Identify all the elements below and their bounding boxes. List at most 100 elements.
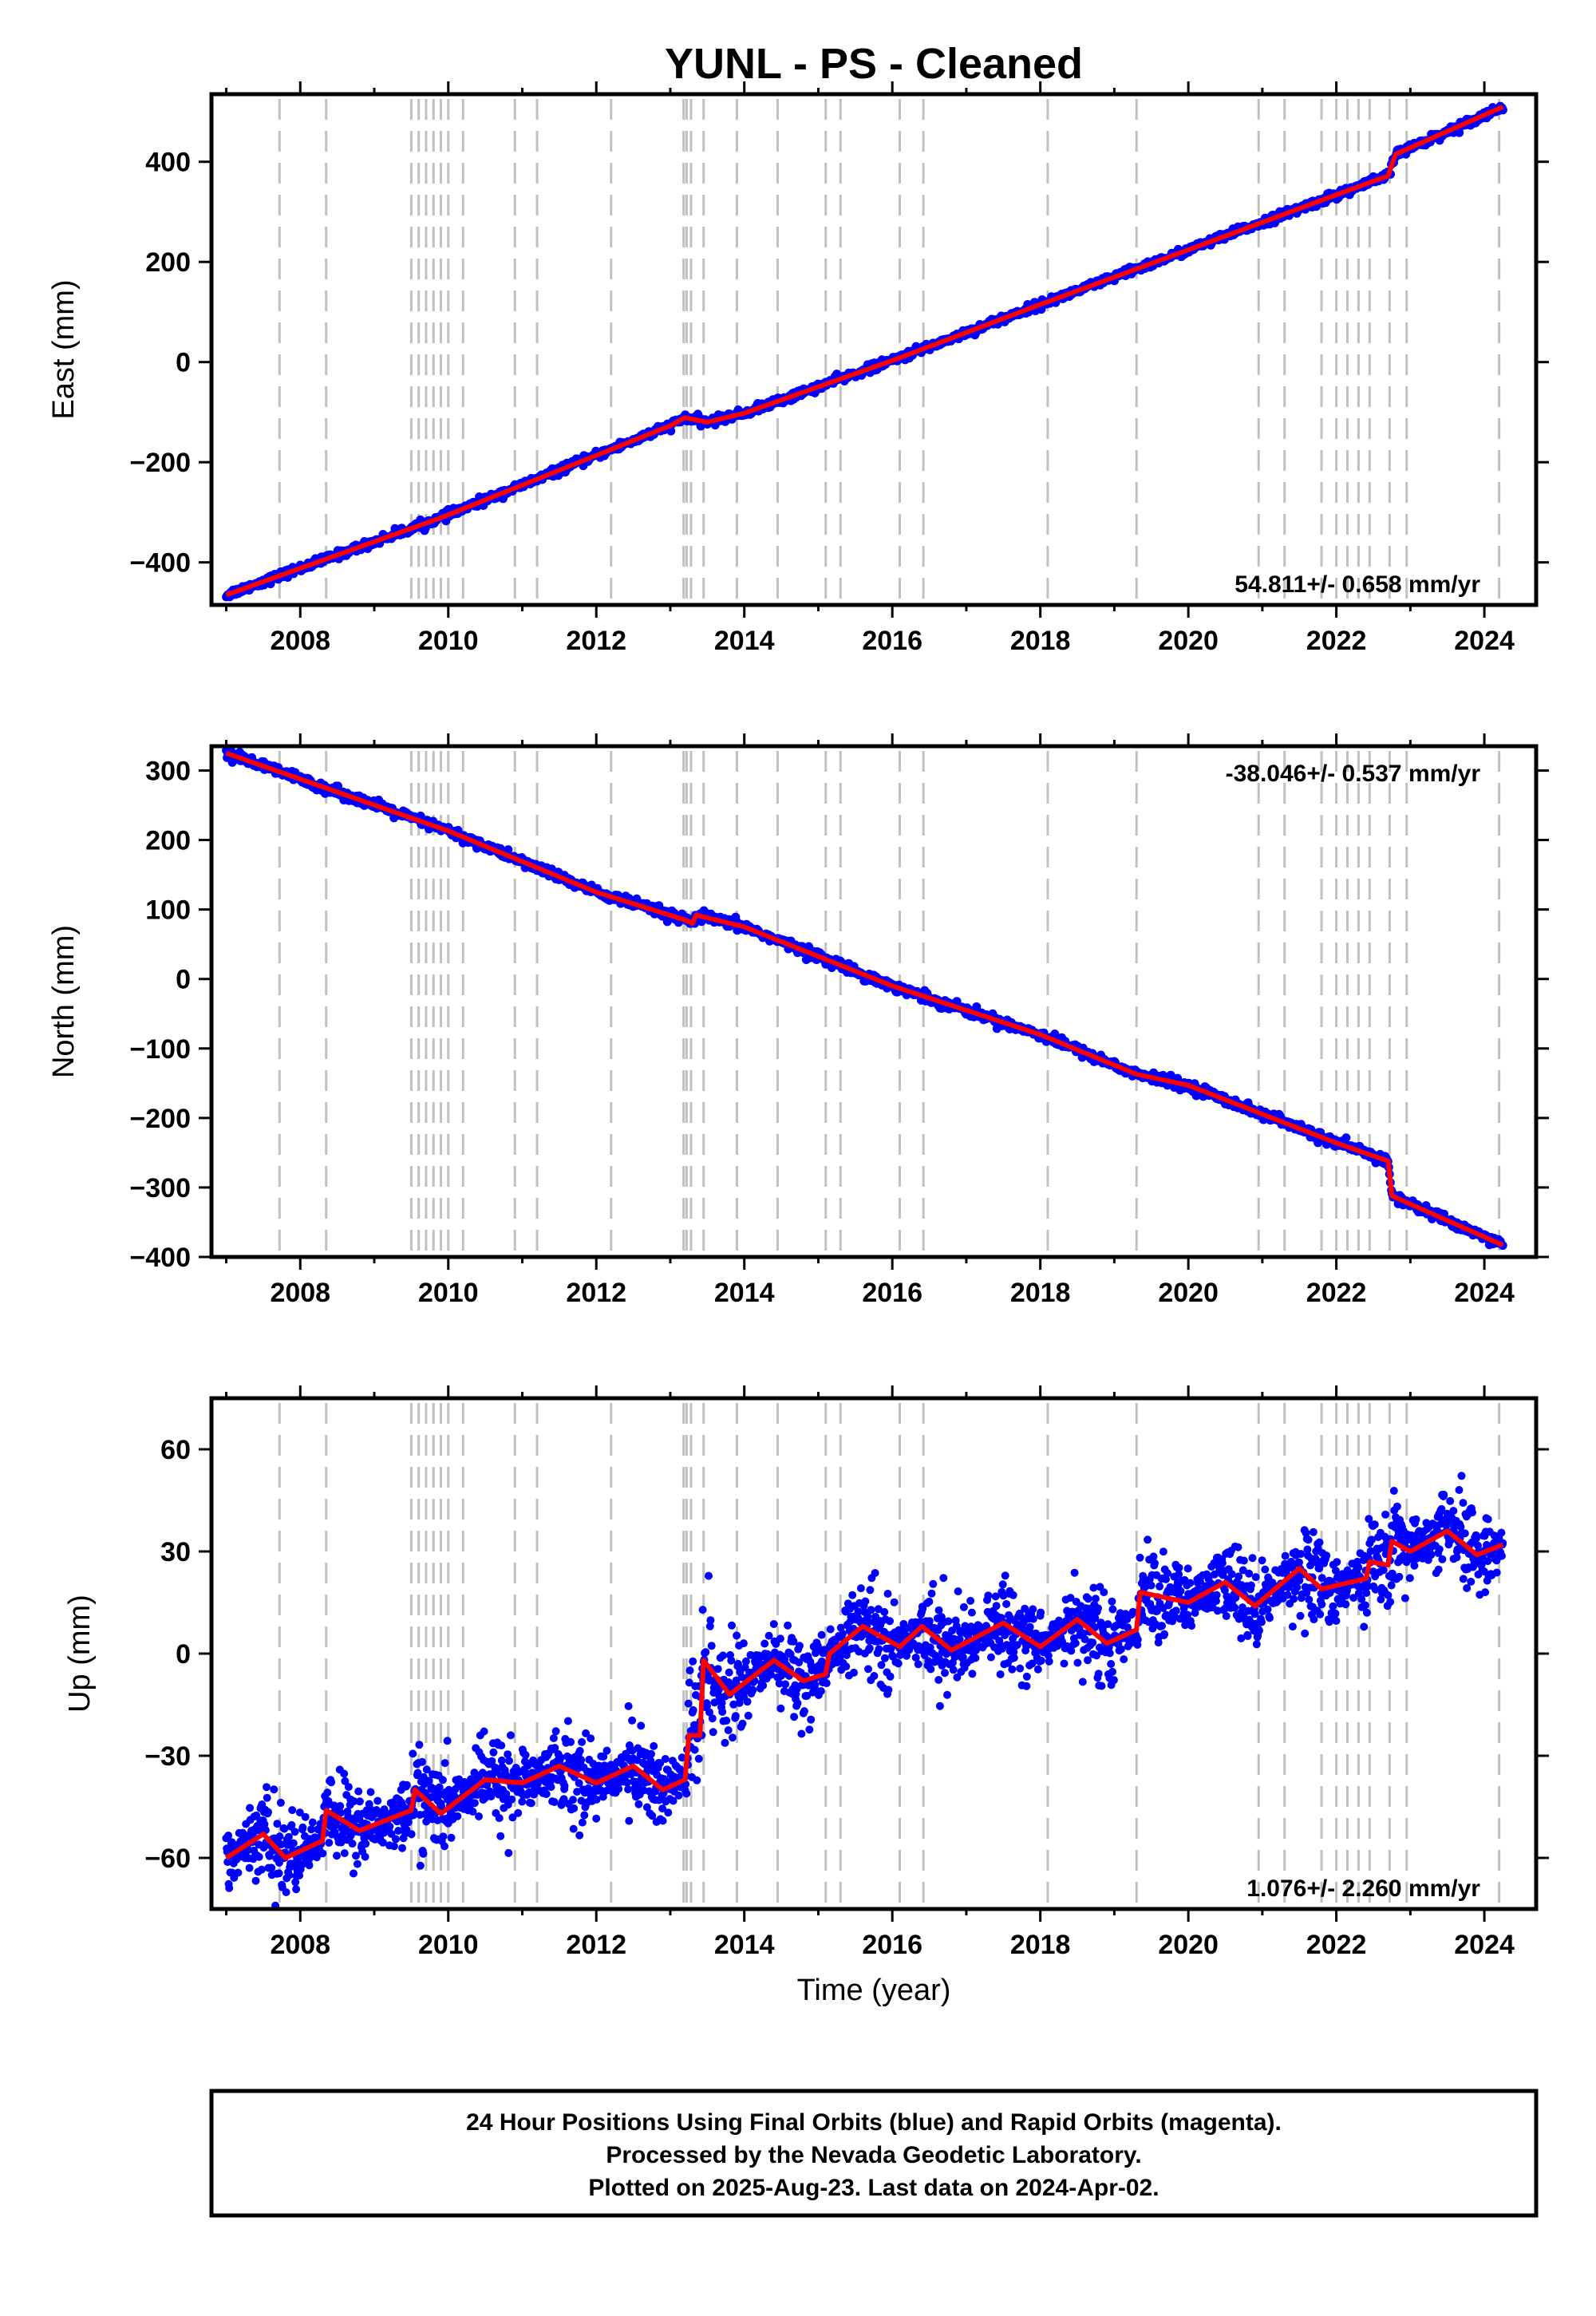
data-point [348,1840,357,1848]
data-point [599,1753,608,1761]
data-point [914,1660,922,1669]
data-point [385,1822,394,1831]
data-point [542,1790,551,1798]
data-point [703,1701,711,1710]
data-point [842,1662,851,1671]
data-point [263,1793,271,1802]
step-lines [278,751,1501,1254]
data-point [926,1665,935,1674]
data-point [925,1597,934,1606]
x-tick-label: 2018 [1010,626,1071,656]
data-point [628,1716,637,1725]
data-point [721,1738,729,1747]
data-point [685,1678,693,1687]
data-point [934,1676,943,1684]
data-point [350,1797,358,1805]
data-point [886,1672,895,1681]
data-point [372,1806,381,1814]
data-point [939,1574,948,1583]
data-point [949,1666,958,1674]
x-tick-label: 2010 [418,1278,479,1308]
data-point [602,1746,611,1755]
data-point [285,1871,294,1879]
data-point [966,1596,975,1605]
data-point [708,1714,717,1723]
data-point [793,1699,802,1708]
data-point [749,1686,757,1694]
data-point [468,1808,477,1816]
data-point [953,1673,962,1682]
data-point [575,1746,584,1755]
data-point [693,1776,701,1784]
up-panel: 2008 2010 2012 2014 2016 2018 2020 2022 20246030… [63,1385,1549,2007]
data-point [728,1621,736,1630]
data-point [514,1808,523,1817]
data-point [504,1750,512,1759]
data-point [717,1698,726,1707]
data-point [1045,1657,1053,1666]
data-point [647,1749,655,1758]
data-point [287,1820,296,1829]
data-point [710,1698,719,1707]
data-point [422,1765,431,1774]
x-tick-label: 2018 [1010,1278,1071,1308]
chart-title: YUNL - PS - Cleaned [665,40,1083,88]
data-point [729,1733,737,1742]
data-point [850,1668,858,1677]
data-point [694,1754,703,1763]
data-point [592,1814,601,1823]
data-point [439,1832,448,1841]
data-point [991,1592,1000,1601]
data-point [925,1617,934,1626]
data-point [438,1776,447,1784]
data-point [866,1586,875,1595]
data-point [719,1651,727,1660]
data-point [1009,1654,1018,1662]
data-point [276,1798,285,1807]
x-tick-label: 2012 [566,626,626,656]
data-point [518,1797,527,1806]
model-line [225,750,1504,1247]
data-point [968,1670,977,1678]
data-point [625,1816,634,1825]
data-point [350,1869,358,1878]
data-point [582,1729,591,1737]
data-points [222,1472,1507,1909]
data-point [361,1840,370,1848]
data-point [413,1769,422,1777]
data-point [877,1661,886,1670]
data-point [1022,1682,1031,1690]
y-tick-label: 100 [145,895,191,926]
data-point [333,1852,341,1860]
data-point [373,1796,382,1805]
data-point [480,1727,488,1736]
data-point [856,1584,865,1593]
data-point [505,1757,513,1765]
data-point [896,1650,904,1659]
data-point [569,1796,577,1804]
data-point [1025,1622,1034,1631]
data-point [443,1737,452,1745]
data-point [1013,1641,1021,1650]
data-point [1341,1133,1351,1143]
data-point [870,1672,879,1680]
x-tick-label: 2020 [1158,626,1219,656]
data-point [826,1625,835,1634]
data-point [530,1790,538,1799]
data-point [776,1634,784,1643]
data-point [725,1668,733,1677]
data-point [337,1808,345,1817]
data-point [1037,1656,1045,1665]
data-point [776,1704,785,1713]
data-point [415,1741,424,1749]
data-point [409,1749,417,1758]
data-point [861,1597,870,1606]
data-point [958,1653,967,1662]
data-point [305,1861,314,1870]
data-point [796,1642,804,1650]
data-point [223,1858,232,1867]
data-point [344,1783,353,1792]
data-point [971,1654,980,1662]
data-point [800,1707,808,1716]
data-point [563,1717,572,1725]
